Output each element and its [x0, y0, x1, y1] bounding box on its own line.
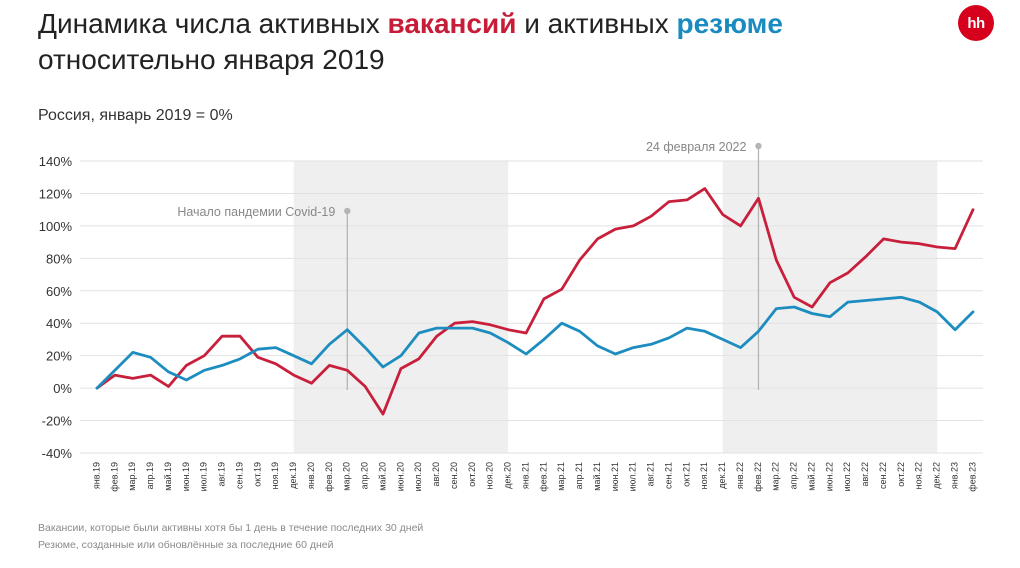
x-tick-label: сен.19 — [234, 462, 244, 489]
x-tick-label: дек.21 — [717, 462, 727, 489]
x-tick-label: авг.19 — [217, 462, 227, 486]
x-tick-label: июл.22 — [842, 462, 852, 491]
x-tick-label: мар.19 — [127, 462, 137, 491]
x-tick-label: ноя.19 — [270, 462, 280, 489]
x-tick-label: фев.20 — [324, 462, 334, 492]
hh-logo: hh — [958, 5, 994, 41]
title-text-1: Динамика числа активных — [38, 8, 388, 39]
x-tick-label: сен.20 — [449, 462, 459, 489]
x-tick-label: июн.19 — [181, 462, 191, 491]
logo-text: hh — [967, 14, 985, 32]
x-tick-label: окт.22 — [896, 462, 906, 487]
x-tick-label: июл.20 — [413, 462, 423, 491]
x-tick-label: авг.21 — [646, 462, 656, 486]
footnote-resumes: Резюме, созданные или обновлённые за пос… — [38, 539, 334, 551]
annotation-label: Начало пандемии Covid-19 — [177, 205, 335, 219]
x-tick-label: июн.21 — [610, 462, 620, 491]
x-tick-label: апр.21 — [574, 462, 584, 489]
footnote-vacancies: Вакансии, которые были активны хотя бы 1… — [38, 522, 424, 534]
y-tick-label: 60% — [46, 284, 72, 299]
x-tick-label: окт.20 — [467, 462, 477, 487]
x-tick-label: май.21 — [592, 462, 602, 491]
chart-subtitle: Россия, январь 2019 = 0% — [38, 107, 233, 124]
x-tick-label: фев.19 — [109, 462, 119, 492]
title-text-2: и активных — [516, 8, 677, 39]
y-tick-label: 80% — [46, 251, 72, 266]
x-tick-label: фев.21 — [538, 462, 548, 492]
x-tick-label: ноя.22 — [914, 462, 924, 489]
x-tick-label: ноя.20 — [485, 462, 495, 489]
x-tick-label: июн.22 — [824, 462, 834, 491]
x-tick-label: авг.20 — [431, 462, 441, 486]
x-tick-label: июл.21 — [628, 462, 638, 491]
shaded-period-1 — [293, 161, 509, 453]
x-tick-label: мар.22 — [771, 462, 781, 491]
x-tick-label: дек.22 — [932, 462, 942, 489]
y-tick-label: 140% — [39, 154, 73, 169]
y-tick-label: 20% — [46, 349, 72, 364]
y-tick-label: -40% — [42, 446, 73, 461]
title-resumes: резюме — [676, 8, 783, 39]
x-tick-label: ноя.21 — [699, 462, 709, 489]
x-tick-label: дек.19 — [288, 462, 298, 489]
annotation-dot — [755, 142, 762, 150]
x-tick-label: окт.21 — [681, 462, 691, 487]
y-tick-label: 40% — [46, 316, 72, 331]
x-tick-label: фев.23 — [967, 462, 977, 492]
x-tick-label: июл.19 — [199, 462, 209, 491]
x-tick-label: сен.21 — [663, 462, 673, 489]
resumes-line — [95, 295, 975, 390]
x-tick-label: июн.20 — [395, 462, 405, 491]
x-tick-label: май.20 — [377, 462, 387, 491]
y-tick-label: 0% — [53, 381, 72, 396]
annotation-dot — [344, 207, 351, 215]
vacancies-line — [95, 187, 975, 416]
y-tick-label: 120% — [39, 186, 73, 201]
x-tick-label: янв.21 — [520, 462, 530, 489]
y-tick-label: 100% — [39, 219, 73, 234]
annotation-label: 24 февраля 2022 — [646, 140, 747, 154]
y-tick-label: -20% — [42, 414, 73, 429]
x-tick-label: апр.22 — [789, 462, 799, 489]
x-tick-label: сен.22 — [878, 462, 888, 489]
chart-title: Динамика числа активных вакансий и актив… — [38, 6, 783, 78]
x-tick-label: дек.20 — [503, 462, 513, 489]
x-tick-label: мар.21 — [556, 462, 566, 491]
x-tick-label: янв.23 — [949, 462, 959, 489]
x-tick-label: фев.22 — [753, 462, 763, 492]
x-tick-label: авг.22 — [860, 462, 870, 486]
title-line-2: относительно января 2019 — [38, 44, 385, 75]
x-tick-label: окт.19 — [252, 462, 262, 487]
x-tick-label: май.19 — [163, 462, 173, 491]
x-tick-label: май.22 — [806, 462, 816, 491]
title-vacancies: вакансий — [387, 8, 517, 39]
x-tick-label: апр.20 — [360, 462, 370, 489]
x-tick-label: апр.19 — [145, 462, 155, 489]
x-tick-label: мар.20 — [342, 462, 352, 491]
x-tick-label: янв.19 — [91, 462, 101, 489]
x-tick-label: янв.20 — [306, 462, 316, 489]
x-tick-label: янв.22 — [735, 462, 745, 489]
